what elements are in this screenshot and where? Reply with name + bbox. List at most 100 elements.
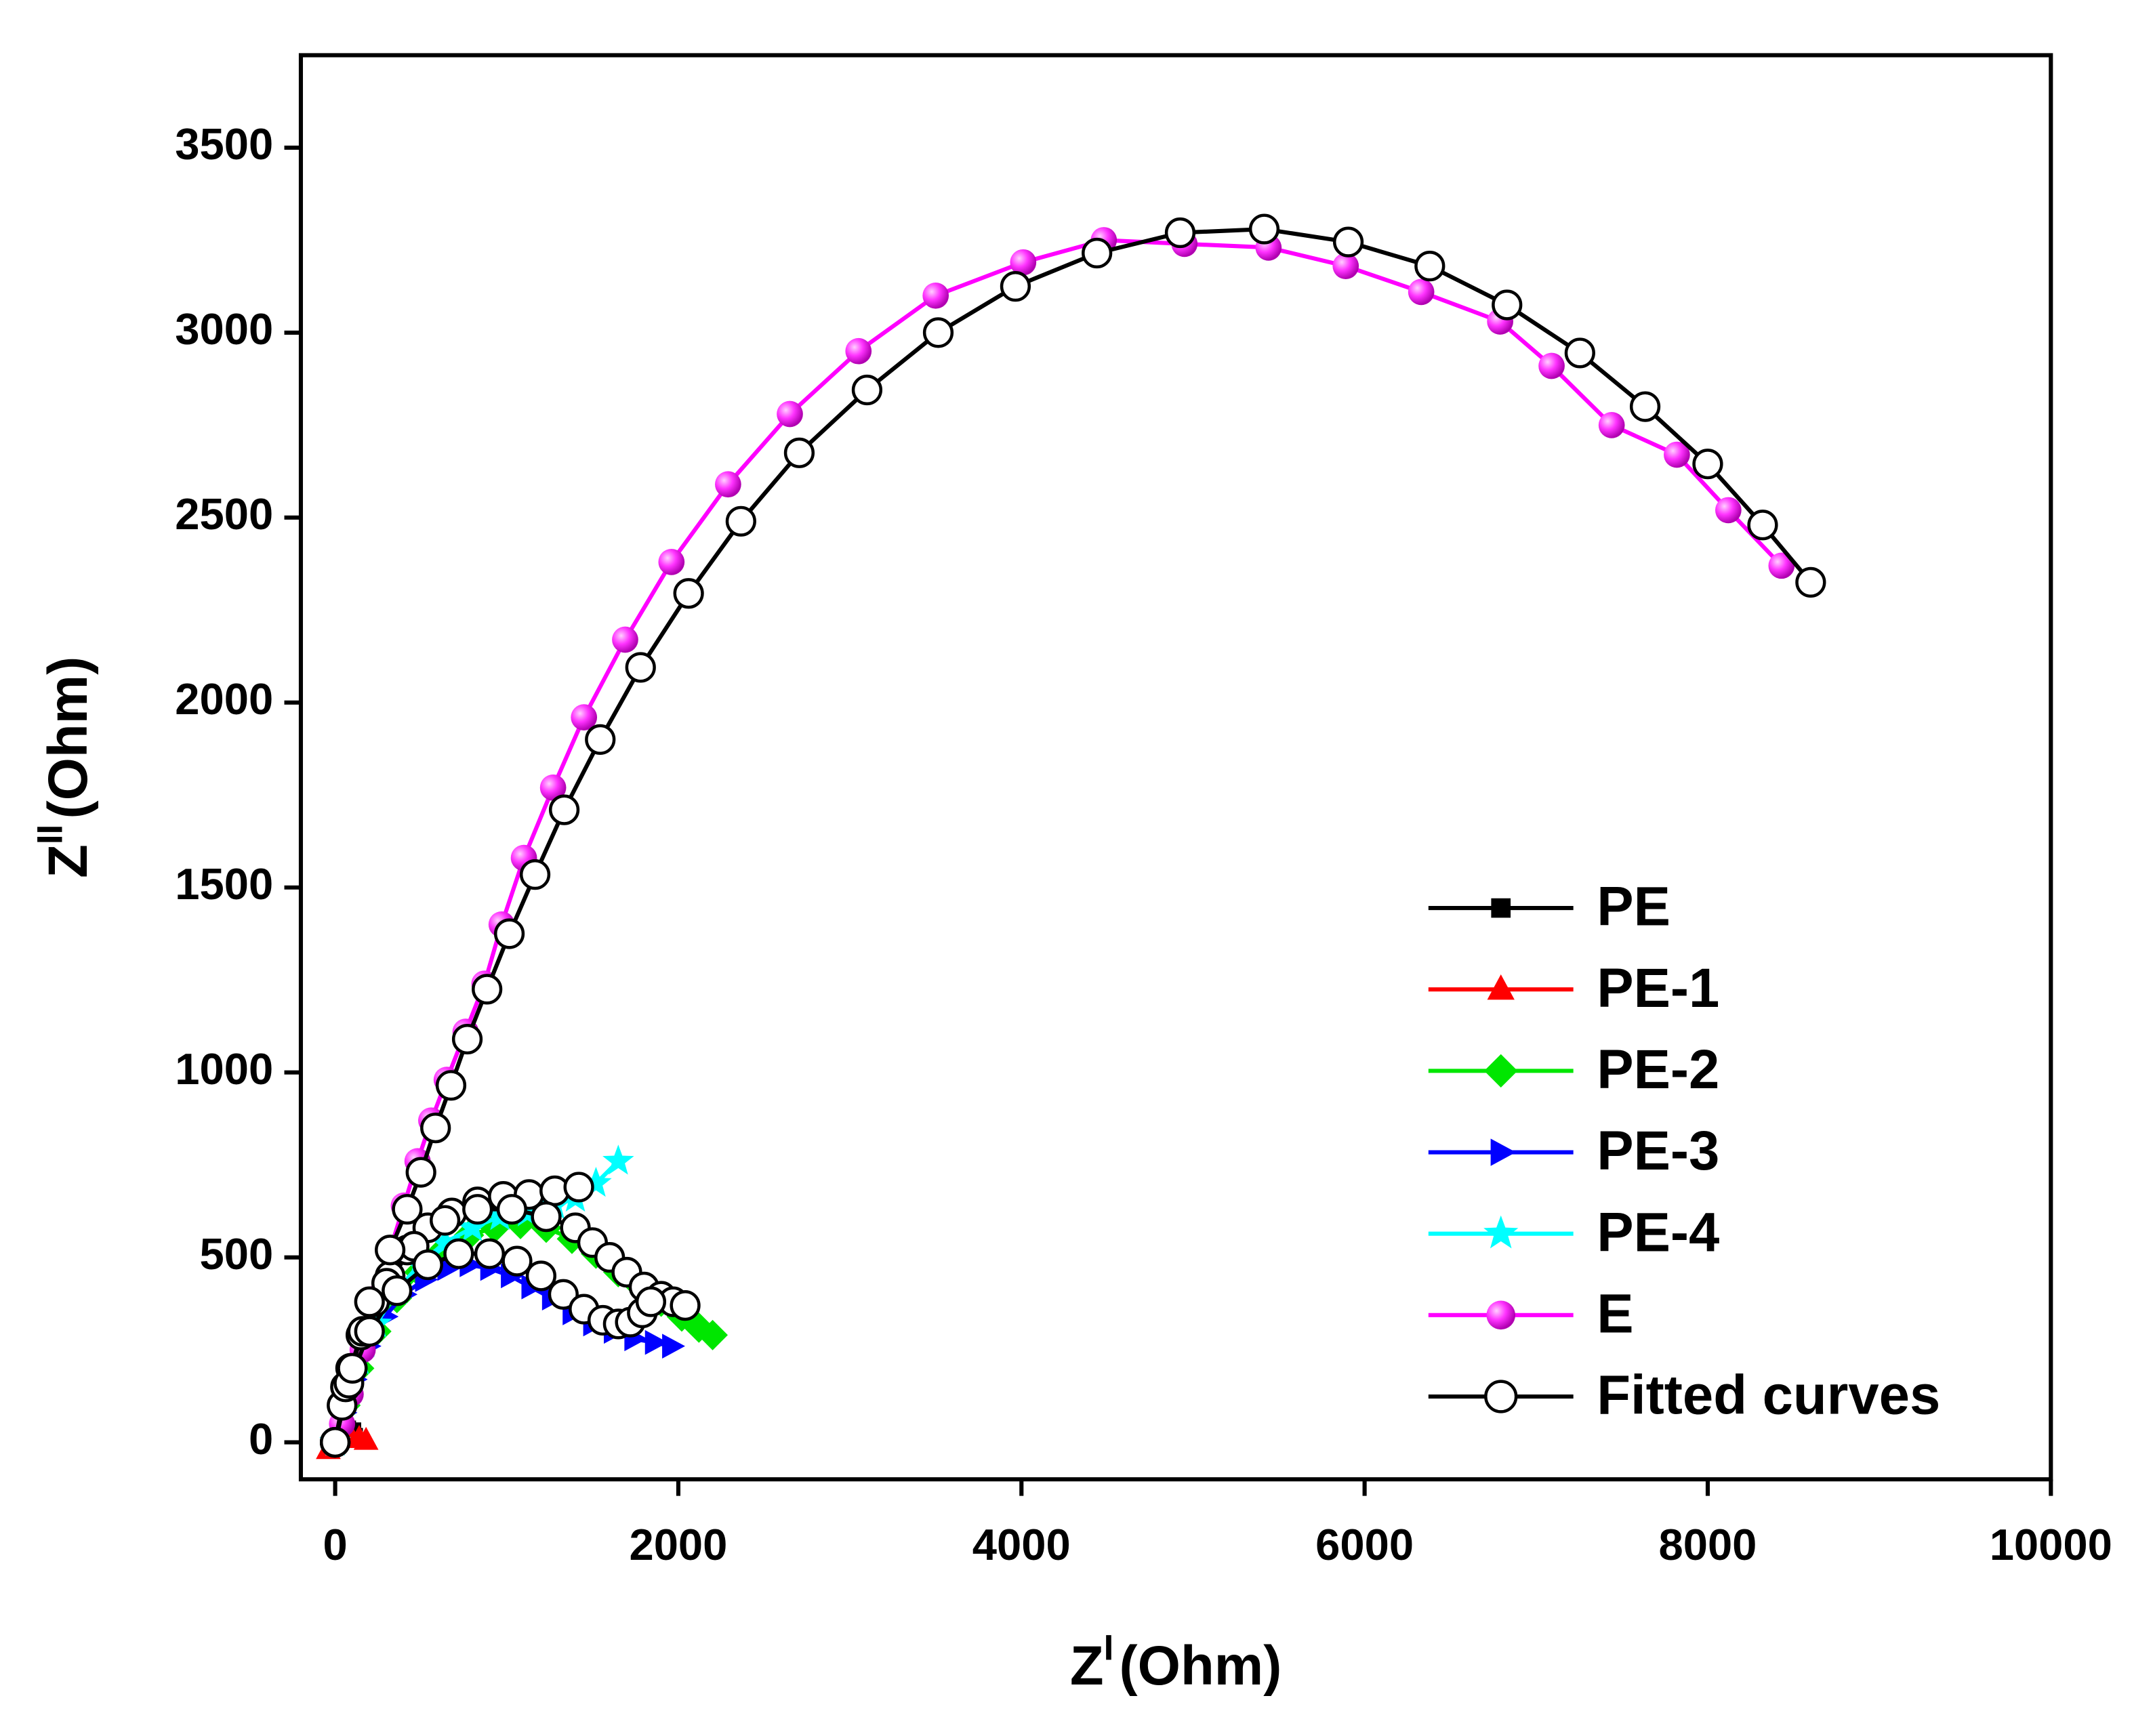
marker bbox=[1747, 510, 1778, 541]
marker bbox=[548, 794, 580, 825]
marker bbox=[456, 1211, 489, 1241]
marker bbox=[392, 1194, 423, 1225]
marker bbox=[571, 704, 598, 730]
legend-entry: PE-2 bbox=[1428, 1039, 1719, 1100]
marker bbox=[644, 1329, 668, 1355]
marker bbox=[437, 1256, 461, 1281]
marker bbox=[354, 1286, 385, 1317]
marker bbox=[662, 1334, 685, 1359]
marker bbox=[375, 1235, 406, 1266]
marker bbox=[1332, 253, 1359, 279]
x-tick-label: 8000 bbox=[1658, 1520, 1757, 1569]
marker bbox=[585, 724, 616, 755]
marker bbox=[673, 578, 704, 609]
marker bbox=[462, 1194, 493, 1225]
marker bbox=[474, 1238, 506, 1269]
marker bbox=[519, 859, 551, 890]
legend-label: PE-3 bbox=[1597, 1120, 1719, 1182]
marker bbox=[777, 400, 803, 428]
marker bbox=[845, 337, 872, 365]
marker bbox=[1491, 898, 1511, 918]
marker bbox=[1082, 237, 1113, 269]
marker bbox=[1564, 337, 1595, 369]
legend-entry: PE-4 bbox=[1428, 1201, 1719, 1263]
marker bbox=[1483, 1215, 1519, 1249]
marker bbox=[851, 374, 883, 406]
marker bbox=[429, 1226, 461, 1256]
marker bbox=[922, 282, 949, 309]
marker bbox=[1484, 1380, 1518, 1413]
marker bbox=[1538, 352, 1565, 379]
marker bbox=[531, 1201, 562, 1233]
marker bbox=[580, 1167, 612, 1197]
marker bbox=[451, 1023, 483, 1055]
marker bbox=[1664, 441, 1690, 468]
legend-label: PE-4 bbox=[1597, 1201, 1719, 1263]
marker bbox=[1408, 278, 1435, 306]
marker bbox=[725, 505, 756, 537]
marker bbox=[1332, 226, 1364, 257]
legend-entry: PE-3 bbox=[1428, 1120, 1719, 1182]
y-tick-label: 3000 bbox=[175, 304, 273, 354]
marker bbox=[1629, 391, 1661, 422]
marker bbox=[319, 1426, 351, 1458]
marker bbox=[783, 437, 815, 468]
marker bbox=[625, 652, 656, 683]
marker bbox=[1414, 251, 1445, 282]
marker bbox=[1795, 566, 1826, 598]
x-tick-label: 0 bbox=[323, 1520, 347, 1569]
legend-label: PE-1 bbox=[1597, 957, 1719, 1019]
marker bbox=[1768, 552, 1795, 579]
legend-label: PE bbox=[1597, 876, 1670, 938]
marker bbox=[353, 1426, 379, 1450]
series-line bbox=[333, 226, 1813, 1443]
marker bbox=[1486, 1300, 1516, 1330]
marker bbox=[496, 1194, 527, 1225]
marks bbox=[316, 213, 1826, 1460]
marker bbox=[420, 1112, 451, 1144]
marker bbox=[1487, 974, 1515, 1000]
x-tick-label: 2000 bbox=[629, 1520, 727, 1569]
y-tick-label: 1000 bbox=[175, 1044, 273, 1094]
marker bbox=[472, 974, 503, 1005]
legend-entry: PE-1 bbox=[1428, 957, 1719, 1019]
y-tick-label: 3500 bbox=[175, 119, 273, 169]
marker bbox=[493, 918, 525, 949]
marker bbox=[405, 1157, 436, 1188]
legend-label: E bbox=[1597, 1283, 1633, 1344]
marker bbox=[1010, 249, 1037, 276]
marker bbox=[337, 1352, 368, 1384]
marker bbox=[1492, 289, 1523, 321]
marker bbox=[354, 1316, 385, 1347]
marker bbox=[1164, 217, 1196, 249]
marker bbox=[563, 1172, 594, 1203]
marker bbox=[612, 626, 638, 653]
x-axis-label: ZI (Ohm) bbox=[1070, 1628, 1281, 1697]
x-tick-label: 6000 bbox=[1315, 1520, 1414, 1569]
marker bbox=[922, 317, 954, 348]
y-tick-label: 500 bbox=[200, 1229, 274, 1279]
marker bbox=[539, 774, 567, 801]
plot-frame bbox=[298, 53, 2053, 1482]
marker bbox=[443, 1238, 474, 1269]
marker bbox=[430, 1205, 461, 1236]
marker bbox=[435, 1070, 467, 1101]
marker bbox=[670, 1290, 701, 1321]
marker bbox=[1598, 412, 1625, 438]
y-tick-label: 0 bbox=[249, 1414, 273, 1464]
marker bbox=[1692, 449, 1723, 480]
marker bbox=[635, 1286, 667, 1317]
y-tick-label: 2000 bbox=[175, 674, 273, 724]
legend-label: PE-2 bbox=[1597, 1039, 1719, 1100]
series-line bbox=[335, 238, 1784, 1443]
marker bbox=[501, 1245, 533, 1277]
legend-entry: E bbox=[1428, 1283, 1634, 1344]
marker bbox=[1715, 497, 1742, 524]
legend-label: Fitted curves bbox=[1597, 1365, 1940, 1426]
x-tick-label: 4000 bbox=[972, 1520, 1071, 1569]
marker bbox=[1484, 1054, 1518, 1088]
y-tick-label: 1500 bbox=[175, 859, 273, 909]
marker bbox=[1248, 213, 1280, 245]
marker bbox=[1490, 1138, 1516, 1166]
